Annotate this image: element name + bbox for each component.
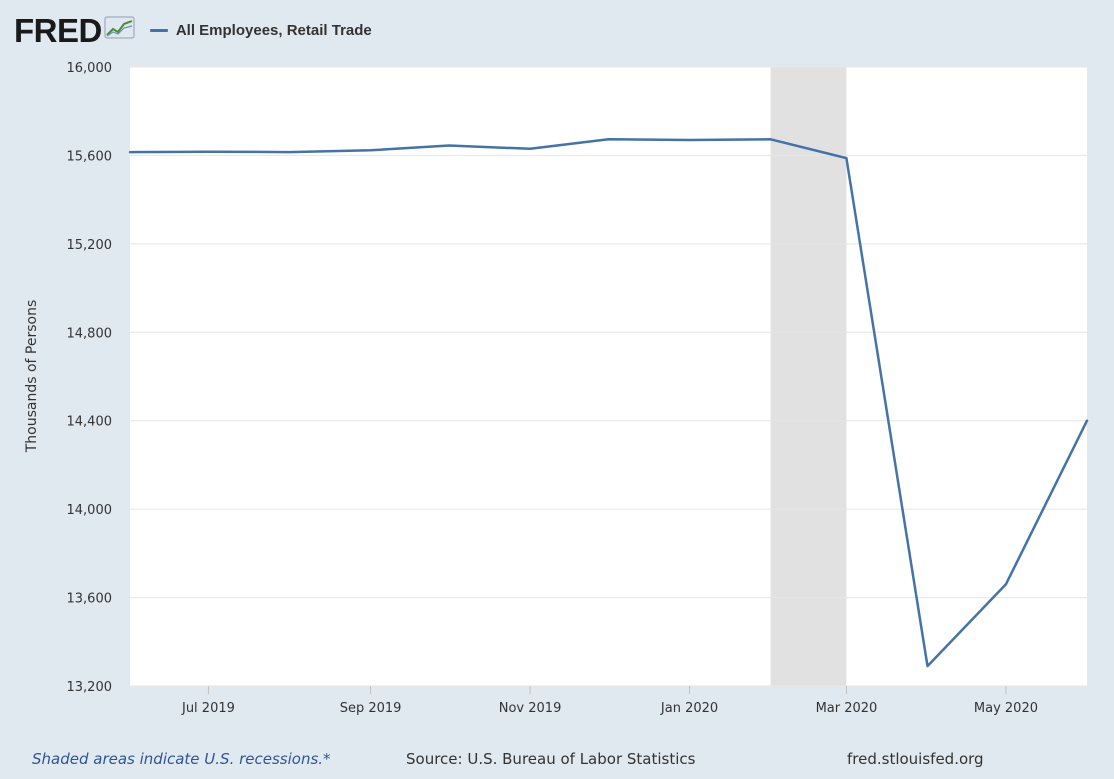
series-layer <box>128 138 1089 668</box>
plot-area <box>130 67 1087 686</box>
x-tick-label: May 2020 <box>974 701 1038 716</box>
x-tick-labels: Jul 2019 Sep 2019 Nov 2019 Jan 2020 Mar 2020… <box>181 686 1038 716</box>
chart-header: FRED All Employees, Retail Trade <box>14 10 372 50</box>
chart-legend[interactable]: All Employees, Retail Trade <box>149 21 372 39</box>
y-tick-label: 14,000 <box>67 503 113 518</box>
recession-shading <box>770 67 847 686</box>
x-tick-label: Nov 2019 <box>499 701 562 716</box>
y-tick-label: 15,200 <box>67 238 113 253</box>
y-axis-title: Thousands of Persons <box>24 300 40 454</box>
fred-trend-graph-icon <box>104 15 136 43</box>
y-tick-label: 15,600 <box>67 149 113 164</box>
source-text: Source: U.S. Bureau of Labor Statistics <box>406 750 696 768</box>
x-tick-label: Jul 2019 <box>181 701 235 716</box>
y-tick-label: 14,400 <box>67 415 113 430</box>
legend-swatch <box>149 28 168 32</box>
site-url[interactable]: fred.stlouisfed.org <box>847 750 984 768</box>
recession-shading-layer <box>770 67 847 686</box>
x-tick-label: Sep 2019 <box>340 701 402 716</box>
y-tick-label: 13,600 <box>67 592 113 607</box>
x-tick-label: Mar 2020 <box>816 701 878 716</box>
y-tick-label: 13,200 <box>67 680 113 695</box>
fred-logo[interactable]: FRED <box>14 11 102 49</box>
x-tick-label: Jan 2020 <box>660 701 718 716</box>
y-tick-labels: 13,200 13,600 14,000 14,400 14,800 15,200 15,6… <box>67 61 113 695</box>
legend-label: All Employees, Retail Trade <box>175 21 372 39</box>
gridlines <box>130 66 1087 687</box>
recession-note[interactable]: Shaded areas indicate U.S. recessions.* <box>32 750 331 768</box>
y-tick-label: 14,800 <box>67 326 113 341</box>
y-tick-label: 16,000 <box>67 61 113 76</box>
